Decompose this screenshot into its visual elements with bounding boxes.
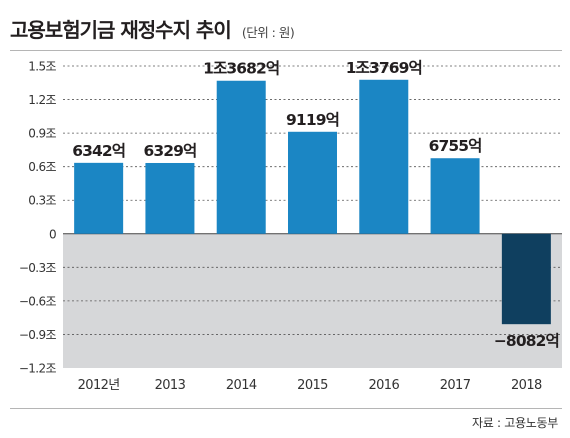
chart-title: 고용보험기금 재정수지 추이 xyxy=(10,18,232,42)
unit-note: (단위 : 원) xyxy=(241,25,295,40)
bar xyxy=(501,233,551,325)
source-note: 자료 : 고용노동부 xyxy=(472,416,558,430)
x-tick-label: 2014 xyxy=(226,378,257,393)
y-tick-label: 0 xyxy=(49,227,56,241)
data-label: 1조3769억 xyxy=(346,58,422,77)
x-tick-label: 2012년 xyxy=(78,378,120,393)
x-tick-label: 2018 xyxy=(511,378,542,393)
data-label: −8082억 xyxy=(494,331,559,350)
x-tick-label: 2013 xyxy=(155,378,186,393)
data-label: 6755억 xyxy=(429,136,482,155)
x-tick-label: 2016 xyxy=(368,378,399,393)
y-tick-label: 1.2조 xyxy=(28,93,56,107)
y-tick-label: −1.2조 xyxy=(19,362,57,376)
bar xyxy=(145,162,195,234)
bar xyxy=(288,131,337,234)
bar xyxy=(74,162,124,234)
bar xyxy=(216,80,266,234)
data-label: 1조3682억 xyxy=(203,59,279,78)
y-tick-label: −0.3조 xyxy=(19,261,57,275)
y-tick-label: 0.3조 xyxy=(28,194,56,208)
y-tick-label: −0.9조 xyxy=(19,328,57,342)
data-label: 9119억 xyxy=(286,110,339,129)
data-label: 6342억 xyxy=(72,141,125,160)
y-tick-label: 0.9조 xyxy=(28,127,56,141)
y-tick-label: −0.6조 xyxy=(19,294,57,308)
bottom-divider xyxy=(10,408,562,409)
data-label: 6329억 xyxy=(143,141,196,160)
bar xyxy=(359,79,409,234)
y-tick-label: 1.5조 xyxy=(28,60,56,74)
x-tick-label: 2015 xyxy=(297,378,328,393)
chart-header: 고용보험기금 재정수지 추이 (단위 : 원) xyxy=(10,14,295,43)
x-tick-label: 2017 xyxy=(440,378,471,393)
bar xyxy=(430,158,480,234)
top-divider xyxy=(10,50,562,51)
y-tick-label: 0.6조 xyxy=(28,160,56,174)
